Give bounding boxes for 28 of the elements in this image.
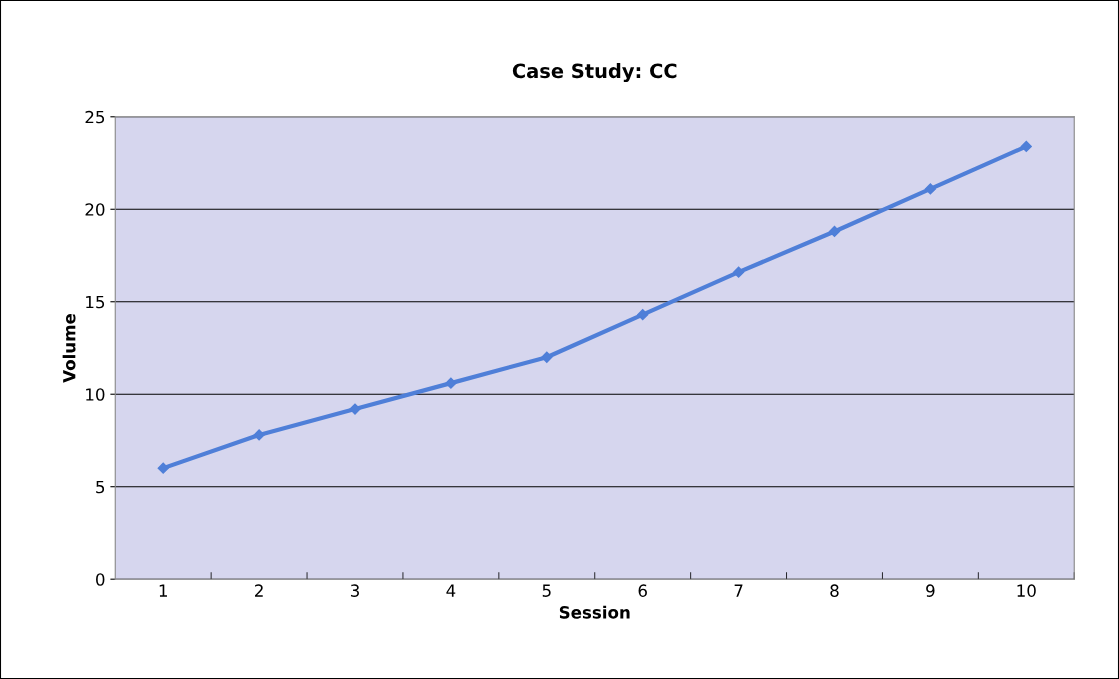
- x-tick-label: 4: [446, 584, 456, 597]
- y-tick-label: 20: [85, 203, 105, 216]
- y-axis-title: Volume: [62, 313, 76, 383]
- y-tick-label: 10: [86, 388, 105, 401]
- x-tick-label: 9: [926, 584, 935, 597]
- y-tick-label: 0: [96, 573, 105, 586]
- x-tick-label: 5: [542, 584, 551, 597]
- x-tick-label: 2: [255, 584, 263, 597]
- point: [541, 351, 553, 363]
- point: [253, 429, 265, 441]
- point: [637, 309, 649, 321]
- point: [732, 266, 745, 278]
- y-tick-label: 25: [85, 110, 105, 124]
- x-tick-label: 6: [638, 584, 647, 597]
- y-tick-label: 5: [96, 480, 105, 494]
- x-axis-title: Session: [559, 605, 630, 619]
- x-tick-label: 8: [830, 584, 839, 597]
- point: [1020, 140, 1032, 152]
- point: [828, 225, 841, 238]
- x-tick-label: 1: [159, 584, 167, 597]
- point: [157, 462, 169, 474]
- point: [445, 377, 457, 389]
- x-tick-label: 7: [734, 584, 743, 597]
- chart-title: Case Study: CC: [512, 63, 677, 83]
- point: [924, 183, 936, 195]
- x-tick-label: 10: [1017, 584, 1036, 597]
- x-tick-label: 3: [350, 584, 359, 597]
- y-tick-label: 15: [86, 295, 105, 309]
